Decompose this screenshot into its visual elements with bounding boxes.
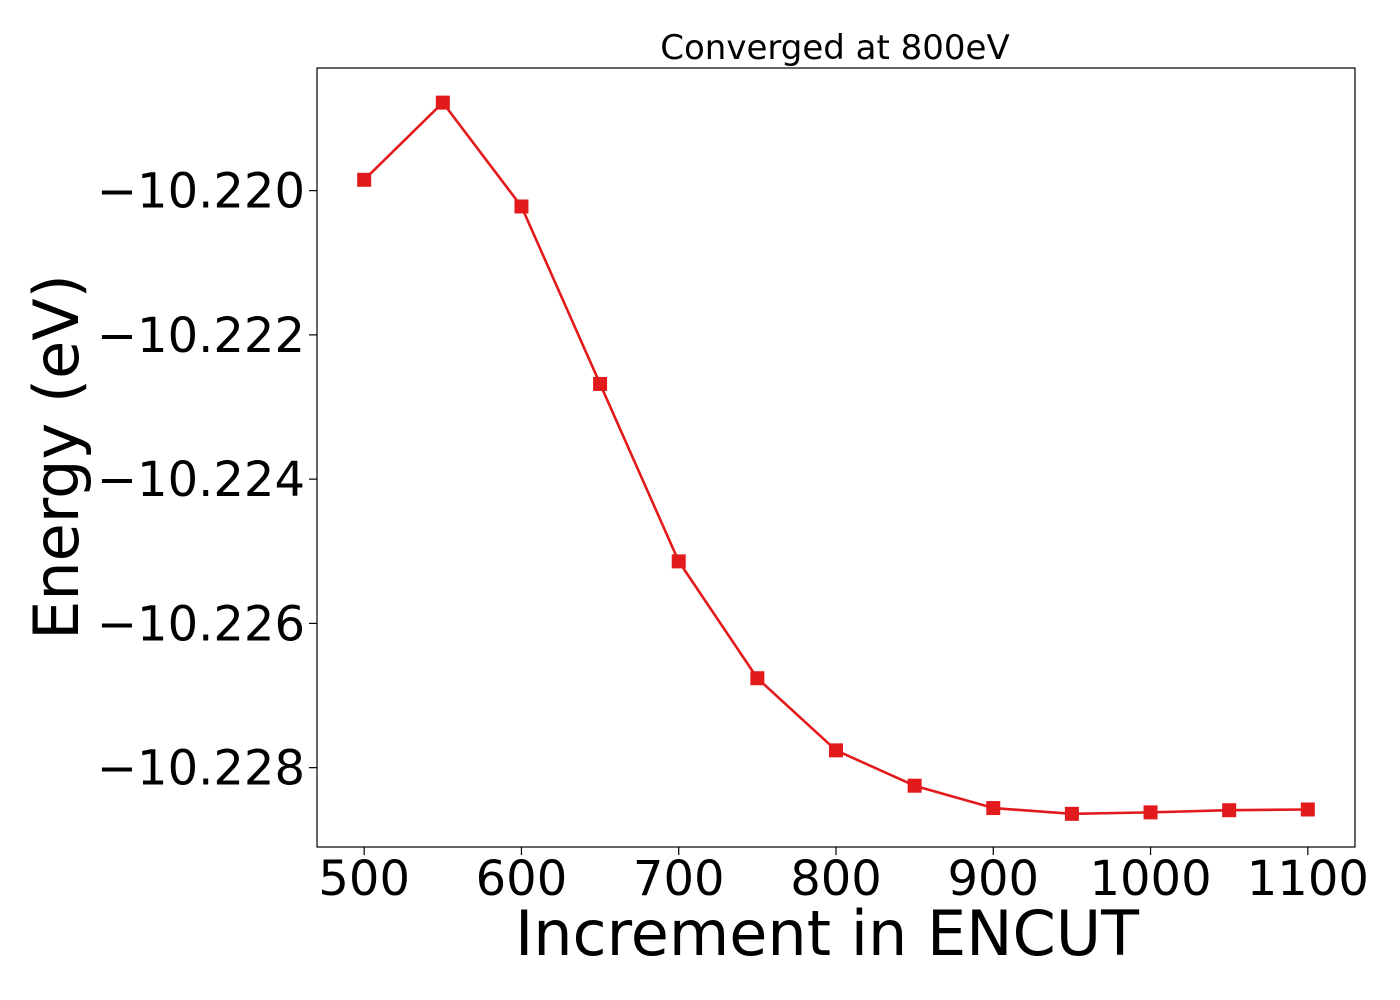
y-tick-label: −10.222	[97, 308, 305, 364]
x-tick-label: 500	[318, 851, 410, 907]
x-tick-label: 1100	[1247, 851, 1369, 907]
data-point-marker	[986, 801, 1001, 816]
data-point-marker	[1143, 805, 1158, 820]
x-tick-label: 800	[790, 851, 882, 907]
data-point-marker	[593, 376, 608, 391]
y-tick-label: −10.226	[97, 596, 305, 652]
data-point-marker	[671, 554, 686, 569]
y-tick-label: −10.220	[97, 164, 305, 220]
plot-area	[357, 95, 1315, 821]
plot-frame	[316, 67, 1356, 848]
x-tick-label: 700	[633, 851, 725, 907]
data-point-marker	[829, 743, 843, 758]
series-line	[363, 101, 1308, 816]
chart-title: Converged at 800eV	[660, 28, 1009, 68]
data-point-marker	[514, 199, 529, 214]
x-tick-label: 1000	[1089, 851, 1211, 907]
data-point-marker	[750, 671, 765, 686]
x-axis-label: Increment in ENCUT	[515, 897, 1140, 970]
y-tick-label: −10.224	[97, 452, 305, 508]
data-point-marker	[1064, 806, 1079, 821]
x-tick-label: 600	[476, 851, 568, 907]
data-point-marker	[357, 172, 372, 187]
y-axis: −10.220 −10.222 −10.224 −10.226 −10.228	[97, 164, 317, 797]
data-point-marker	[1222, 803, 1237, 818]
y-tick-label: −10.228	[97, 741, 305, 797]
x-tick-label: 900	[947, 851, 1039, 907]
y-axis-label: Energy (eV)	[20, 274, 93, 640]
data-point-marker	[907, 778, 922, 793]
data-point-marker	[435, 95, 450, 110]
data-point-marker	[1300, 802, 1315, 817]
x-axis: 500 600 700 800 900 1000 1100	[318, 847, 1369, 907]
